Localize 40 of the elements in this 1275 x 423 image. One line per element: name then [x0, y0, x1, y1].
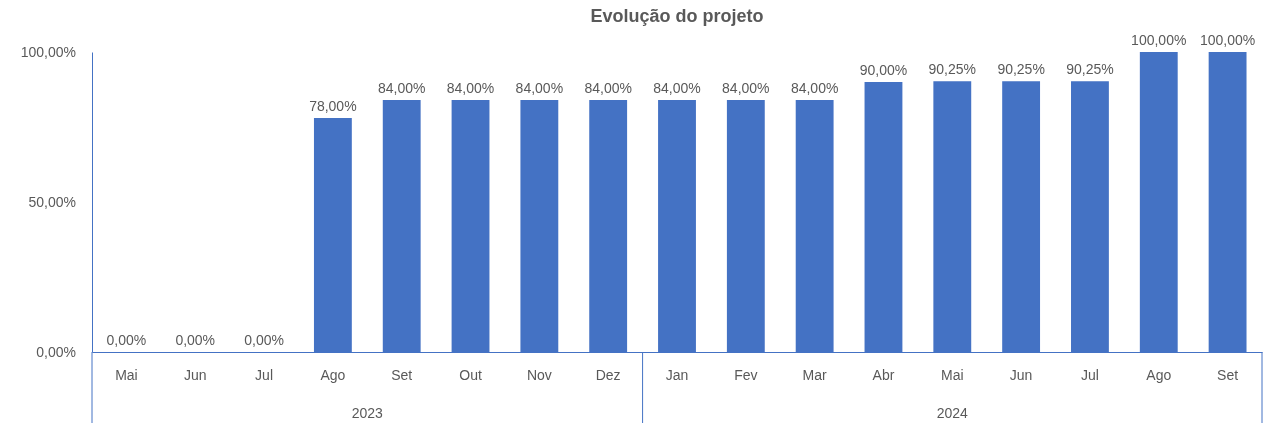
x-tick-label: Nov	[526, 366, 552, 383]
data-label: 84,00%	[584, 80, 632, 96]
x-tick-label: Set	[391, 366, 413, 383]
data-label: 0,00%	[175, 332, 216, 348]
x-tick-label: Set	[1217, 366, 1239, 383]
data-label: 0,00%	[106, 332, 147, 348]
x-tick-label: Out	[459, 366, 482, 383]
x-tick-label: Jan	[665, 366, 689, 383]
data-label: 84,00%	[653, 80, 701, 96]
chart-title: Evolução do projeto	[590, 6, 764, 26]
x-tick-label: Ago	[320, 366, 346, 383]
x-tick-label: Mar	[802, 366, 828, 383]
x-tick-label: Mai	[115, 366, 138, 383]
data-label: 84,00%	[446, 80, 495, 96]
data-label: 84,00%	[790, 80, 839, 96]
text: 2024	[936, 405, 969, 421]
x-tick-label: Dez	[595, 366, 621, 383]
y-tick-label: 100,00%	[20, 43, 76, 60]
data-label: 84,00%	[722, 80, 770, 96]
x-tick-label: Mai	[941, 366, 964, 383]
text: 2023	[351, 405, 384, 421]
data-label: 100,00%	[1199, 32, 1256, 48]
data-label: 84,00%	[377, 80, 426, 96]
y-tick-label: 0,00%	[36, 343, 76, 360]
x-tick-label: Jul	[1080, 366, 1099, 383]
data-label: 90,25%	[997, 61, 1045, 78]
data-label: 90,25%	[1066, 61, 1114, 78]
x-tick-label: Jun	[183, 366, 207, 383]
data-label: 90,00%	[859, 62, 908, 78]
x-tick-label: Ago	[1146, 366, 1172, 383]
x-tick-label: Jun	[1009, 366, 1033, 383]
y-tick-label: 50,00%	[28, 193, 76, 210]
x-tick-label: Abr	[872, 366, 895, 383]
data-label: 0,00%	[244, 332, 284, 348]
data-label: 90,25%	[928, 61, 977, 78]
data-label: 100,00%	[1131, 32, 1187, 48]
data-label: 78,00%	[309, 98, 357, 114]
x-tick-label: Fev	[734, 366, 758, 383]
data-label: 84,00%	[515, 80, 564, 96]
x-tick-label: Jul	[255, 366, 274, 383]
